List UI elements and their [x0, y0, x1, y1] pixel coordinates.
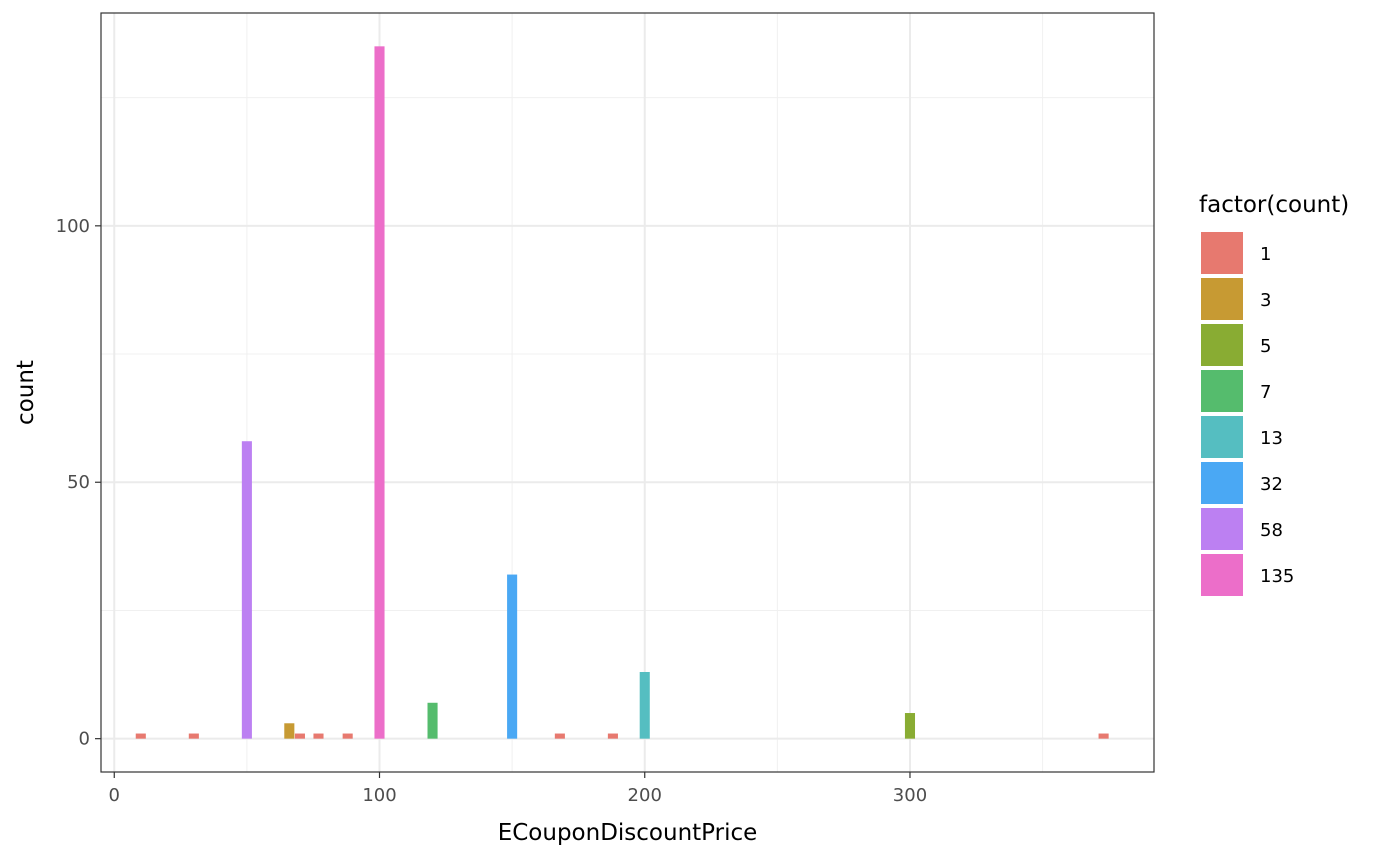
panel-border — [100, 12, 1155, 773]
bar-10 — [554, 733, 565, 739]
x-tick-label: 300 — [893, 785, 927, 806]
bar-1 — [188, 733, 199, 739]
bar-12 — [639, 671, 650, 739]
legend-key-3 — [1201, 278, 1243, 320]
y-tick-label: 50 — [67, 472, 90, 493]
legend-key-1 — [1201, 232, 1243, 274]
legend-title: factor(count) — [1199, 192, 1349, 218]
legend-label-3: 3 — [1260, 290, 1271, 311]
panel-background — [101, 13, 1154, 772]
bar-8 — [427, 702, 438, 739]
x-axis-title: ECouponDiscountPrice — [498, 820, 758, 846]
legend-label-135: 135 — [1260, 566, 1294, 587]
legend-key-32 — [1201, 462, 1243, 504]
bar-2 — [241, 441, 252, 739]
legend-label-58: 58 — [1260, 520, 1283, 541]
plot-area: 0 100 200 300 0 50 100 ECouponDiscountPrice coun… — [13, 12, 1155, 846]
bar-9 — [507, 574, 518, 739]
legend-key-58 — [1201, 508, 1243, 550]
bar-7 — [374, 46, 385, 739]
x-tick-label: 200 — [628, 785, 662, 806]
legend-label-5: 5 — [1260, 336, 1271, 357]
bar-3 — [284, 723, 295, 739]
bar-0 — [135, 733, 146, 739]
x-tick-label: 100 — [362, 785, 396, 806]
legend-label-13: 13 — [1260, 428, 1283, 449]
x-tick-label: 0 — [109, 785, 120, 806]
legend-key-7 — [1201, 370, 1243, 412]
y-tick-label: 100 — [56, 216, 90, 237]
bar-4 — [294, 733, 305, 739]
legend-key-5 — [1201, 324, 1243, 366]
legend-label-7: 7 — [1260, 382, 1271, 403]
y-tick-label: 0 — [79, 729, 90, 750]
bar-13 — [904, 713, 916, 739]
bar-11 — [607, 733, 618, 739]
legend-label-1: 1 — [1260, 244, 1271, 265]
legend-key-13 — [1201, 416, 1243, 458]
legend-key-135 — [1201, 554, 1243, 596]
bar-6 — [342, 733, 353, 739]
bar-5 — [313, 733, 324, 739]
legend-label-32: 32 — [1260, 474, 1283, 495]
bar-14 — [1098, 733, 1109, 739]
y-axis-title: count — [13, 360, 39, 425]
